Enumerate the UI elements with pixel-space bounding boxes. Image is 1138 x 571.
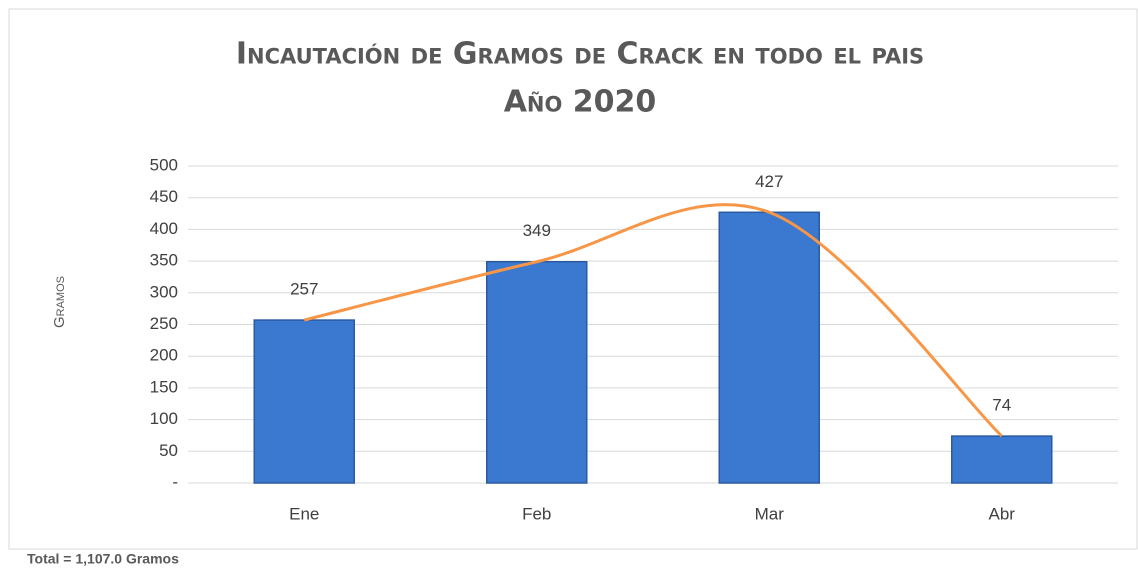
y-tick-label: - xyxy=(172,472,178,491)
y-tick-label: 200 xyxy=(150,346,178,365)
y-tick-label: 300 xyxy=(150,282,178,301)
bar xyxy=(253,319,355,484)
y-tick-label: 350 xyxy=(150,251,178,270)
data-label: 349 xyxy=(523,221,551,240)
bar xyxy=(718,211,820,484)
data-label: 74 xyxy=(992,396,1011,415)
y-tick-label: 450 xyxy=(150,187,178,206)
y-tick-label: 100 xyxy=(150,409,178,428)
note: Total = 1,107.0 Gramos xyxy=(27,551,179,567)
bar xyxy=(486,260,588,484)
x-tick-label: Ene xyxy=(289,504,319,523)
chart-border xyxy=(8,8,1138,550)
chart-subtitle: Año 2020 xyxy=(504,85,657,120)
trend-line xyxy=(303,203,1003,438)
bar xyxy=(951,435,1053,484)
chart-title: Incautación de Gramos de Crack en todo e… xyxy=(236,37,924,72)
data-label: 257 xyxy=(290,280,318,299)
data-label: 427 xyxy=(755,172,783,191)
y-tick-label: 500 xyxy=(150,155,178,174)
y-tick-label: 50 xyxy=(159,441,178,460)
y-tick-label: 250 xyxy=(150,314,178,333)
y-axis-label: Gramos xyxy=(51,276,68,328)
x-tick-label: Abr xyxy=(989,504,1016,523)
y-tick-label: 400 xyxy=(150,219,178,238)
x-tick-label: Feb xyxy=(522,504,551,523)
y-tick-label: 150 xyxy=(150,377,178,396)
x-tick-label: Mar xyxy=(755,504,785,523)
